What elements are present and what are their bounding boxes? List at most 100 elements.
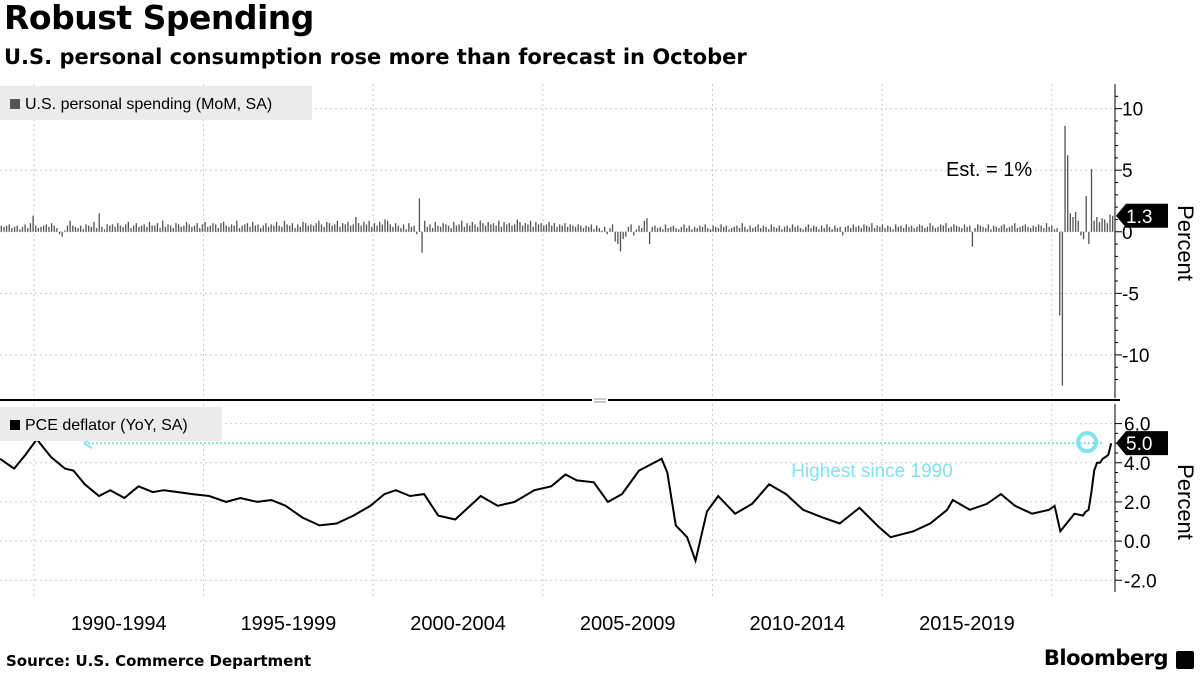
bar (1043, 228, 1045, 232)
bar (969, 225, 971, 232)
bar (1069, 213, 1072, 232)
highlight-marker (1076, 431, 1099, 454)
bar (1024, 224, 1027, 232)
legend-background (0, 86, 312, 120)
bar (815, 226, 817, 232)
bar (868, 226, 870, 232)
bar (831, 229, 833, 232)
bar (1106, 223, 1109, 232)
bar (606, 231, 608, 235)
bar (1098, 221, 1101, 232)
bar (910, 225, 913, 232)
bar (895, 224, 897, 232)
bar (318, 220, 320, 232)
bar (532, 226, 534, 232)
bar (461, 220, 463, 232)
bar (680, 226, 683, 232)
bar (342, 223, 344, 232)
bar (413, 225, 415, 232)
bar (839, 226, 841, 232)
bar-series (0, 125, 1114, 386)
bar (170, 225, 172, 232)
bar (947, 228, 950, 232)
bar (495, 225, 497, 232)
bar (672, 225, 675, 232)
y-tick-label-top: 10 (1122, 100, 1143, 121)
bar (344, 224, 346, 232)
bar (826, 224, 828, 232)
bar (934, 228, 937, 232)
bar (1090, 168, 1093, 232)
bar (905, 224, 907, 232)
bar (72, 225, 74, 232)
bar (331, 225, 333, 232)
bar (654, 225, 656, 232)
bar (214, 224, 217, 232)
bar (397, 225, 399, 232)
bar (696, 228, 698, 232)
bar (95, 228, 98, 232)
bar (543, 225, 545, 232)
bar (122, 226, 124, 232)
bar (863, 224, 865, 232)
bar (259, 228, 262, 232)
bar (135, 223, 137, 232)
bar (442, 223, 444, 232)
bar (45, 224, 47, 232)
bar (799, 228, 802, 232)
bar (188, 224, 190, 232)
bar (720, 224, 722, 232)
bar (1101, 218, 1103, 232)
bar (297, 224, 299, 232)
bar (90, 226, 92, 232)
bar (466, 223, 468, 232)
bar (678, 229, 680, 232)
bar (217, 228, 219, 232)
bar (847, 225, 849, 232)
bar (709, 229, 712, 232)
bar (622, 231, 624, 240)
legend-background (0, 407, 222, 441)
bar (1008, 226, 1011, 232)
bar (860, 228, 862, 232)
bar (813, 225, 815, 232)
bar (1080, 231, 1082, 236)
bar (871, 223, 873, 232)
bar (492, 223, 495, 232)
bar (1088, 231, 1090, 245)
bar (651, 226, 653, 232)
value-tag-label: 1.3 (1126, 207, 1152, 228)
bar (37, 228, 40, 232)
bar (545, 224, 548, 232)
bar (765, 226, 767, 232)
bar (474, 224, 476, 232)
bar (1056, 228, 1058, 232)
bar (349, 225, 352, 232)
bar (103, 229, 106, 232)
bar (561, 225, 563, 232)
bar (252, 221, 254, 232)
bar (254, 225, 257, 232)
bar (730, 228, 733, 232)
bar (844, 226, 847, 232)
bar (421, 231, 423, 253)
bar (177, 224, 180, 232)
bar (93, 221, 95, 232)
bar (614, 231, 616, 242)
bar (627, 226, 630, 232)
bar (299, 226, 301, 232)
bar (463, 226, 466, 232)
bar (207, 226, 209, 232)
bar (775, 228, 778, 232)
bar (1072, 216, 1074, 232)
bar (892, 229, 894, 232)
bar (596, 225, 598, 232)
bar (749, 225, 751, 232)
bar (593, 229, 595, 232)
y-tick-label-top: -10 (1122, 346, 1149, 367)
bar (146, 226, 148, 232)
bar (278, 225, 280, 232)
bar (262, 225, 264, 232)
y-tick-label-bottom: 4.0 (1124, 454, 1150, 475)
bar (1000, 225, 1003, 232)
